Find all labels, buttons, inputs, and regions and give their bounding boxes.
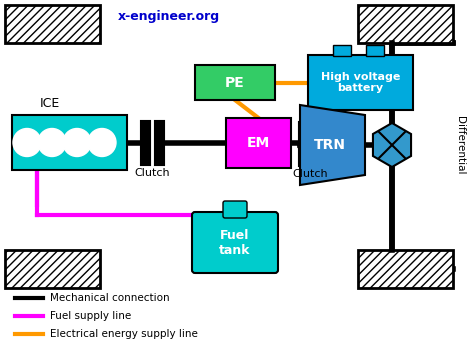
Text: ICE: ICE (39, 97, 60, 110)
FancyBboxPatch shape (358, 5, 453, 43)
Text: TRN: TRN (314, 138, 346, 152)
Circle shape (38, 129, 66, 157)
FancyBboxPatch shape (192, 212, 278, 273)
Text: Differential: Differential (455, 116, 465, 174)
Text: PE: PE (225, 76, 245, 90)
Circle shape (88, 129, 116, 157)
FancyBboxPatch shape (12, 115, 127, 170)
Circle shape (13, 129, 41, 157)
FancyBboxPatch shape (195, 65, 275, 100)
FancyBboxPatch shape (366, 45, 384, 56)
FancyBboxPatch shape (5, 250, 100, 288)
Text: Clutch: Clutch (134, 168, 170, 178)
Text: x-engineer.org: x-engineer.org (118, 10, 220, 23)
FancyBboxPatch shape (308, 55, 413, 110)
FancyBboxPatch shape (358, 250, 453, 288)
Polygon shape (373, 123, 411, 167)
Text: Fuel
tank: Fuel tank (219, 229, 251, 257)
Text: Fuel supply line: Fuel supply line (50, 311, 131, 321)
Text: Electrical energy supply line: Electrical energy supply line (50, 329, 198, 339)
Text: EM: EM (247, 136, 270, 150)
Text: Clutch: Clutch (292, 168, 328, 179)
Text: Mechanical connection: Mechanical connection (50, 293, 170, 303)
FancyBboxPatch shape (333, 45, 351, 56)
Text: High voltage
battery: High voltage battery (321, 72, 400, 93)
Circle shape (63, 129, 91, 157)
FancyBboxPatch shape (5, 5, 100, 43)
FancyBboxPatch shape (226, 118, 291, 168)
Polygon shape (300, 105, 365, 185)
FancyBboxPatch shape (223, 201, 247, 218)
